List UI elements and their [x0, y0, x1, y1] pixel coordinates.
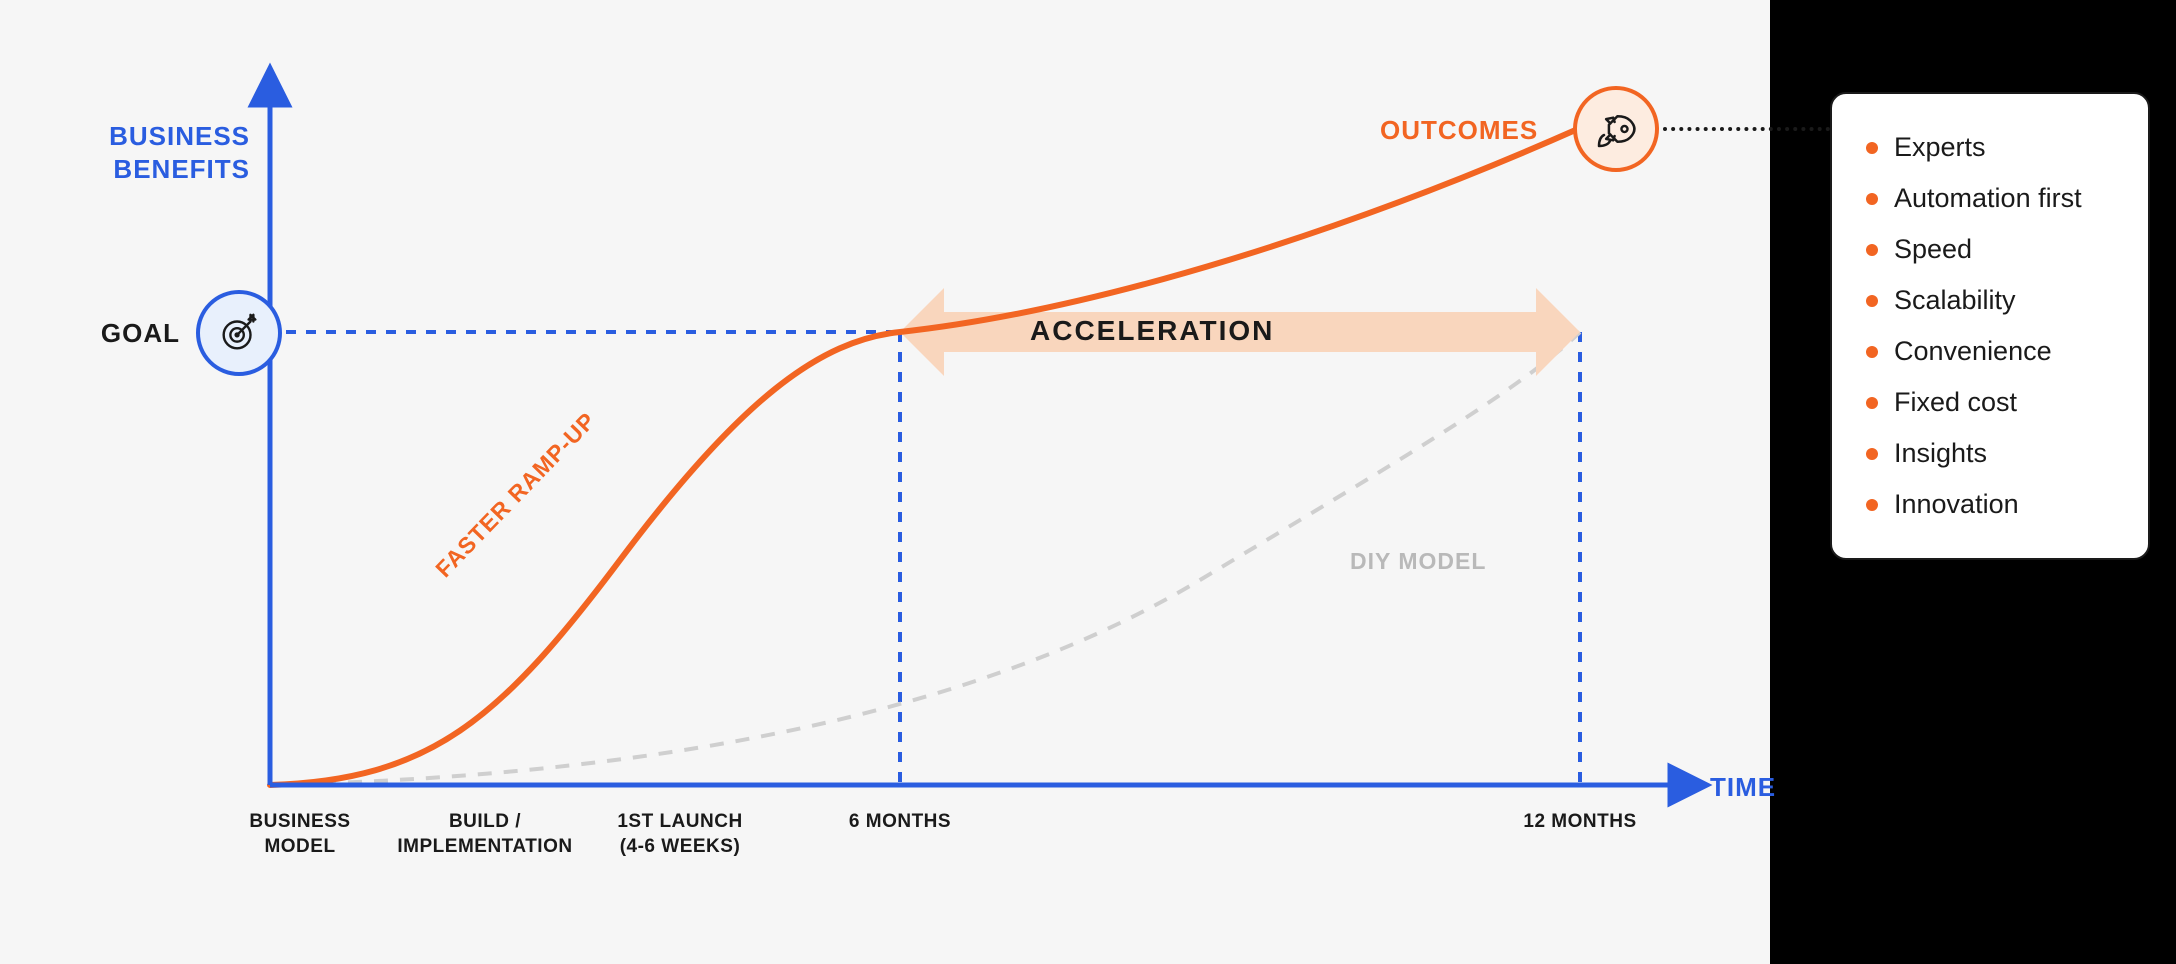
benefit-text: Speed — [1894, 234, 1972, 265]
y-axis-label: BUSINESS BENEFITS — [70, 120, 250, 185]
benefit-text: Automation first — [1894, 183, 2082, 214]
benefits-list: Experts Automation first Speed Scalabili… — [1866, 122, 2118, 530]
list-item: Experts — [1866, 122, 2118, 173]
benefit-text: Fixed cost — [1894, 387, 2017, 418]
target-icon — [216, 310, 262, 356]
diy-curve-label: DIY MODEL — [1350, 548, 1486, 575]
list-item: Automation first — [1866, 173, 2118, 224]
fast-curve — [270, 128, 1580, 785]
outcomes-badge — [1573, 86, 1659, 172]
list-item: Fixed cost — [1866, 377, 2118, 428]
x-axis-label: TIME — [1710, 772, 1776, 803]
outcomes-label: OUTCOMES — [1380, 115, 1538, 146]
benefit-text: Innovation — [1894, 489, 2019, 520]
x-tick-build: BUILD / IMPLEMENTATION — [370, 810, 600, 859]
benefits-panel: Experts Automation first Speed Scalabili… — [1830, 92, 2150, 560]
x-tick-6-months: 6 MONTHS — [830, 810, 970, 835]
rocket-icon — [1592, 105, 1640, 153]
list-item: Scalability — [1866, 275, 2118, 326]
x-tick-12-months: 12 MONTHS — [1510, 810, 1650, 835]
acceleration-label: ACCELERATION — [1030, 315, 1274, 347]
x-tick-first-launch: 1ST LAUNCH (4-6 WEEKS) — [590, 810, 770, 859]
benefit-text: Scalability — [1894, 285, 2016, 316]
list-item: Innovation — [1866, 479, 2118, 530]
list-item: Convenience — [1866, 326, 2118, 377]
x-tick-business-model: BUSINESS MODEL — [225, 810, 375, 859]
benefit-text: Insights — [1894, 438, 1987, 469]
benefit-text: Convenience — [1894, 336, 2052, 367]
goal-label: GOAL — [70, 318, 180, 349]
list-item: Speed — [1866, 224, 2118, 275]
list-item: Insights — [1866, 428, 2118, 479]
benefit-text: Experts — [1894, 132, 1986, 163]
chart-canvas: BUSINESS BENEFITS GOAL TIME FASTER RAMP-… — [0, 0, 1770, 964]
goal-badge — [196, 290, 282, 376]
connector-line — [1663, 127, 1830, 131]
